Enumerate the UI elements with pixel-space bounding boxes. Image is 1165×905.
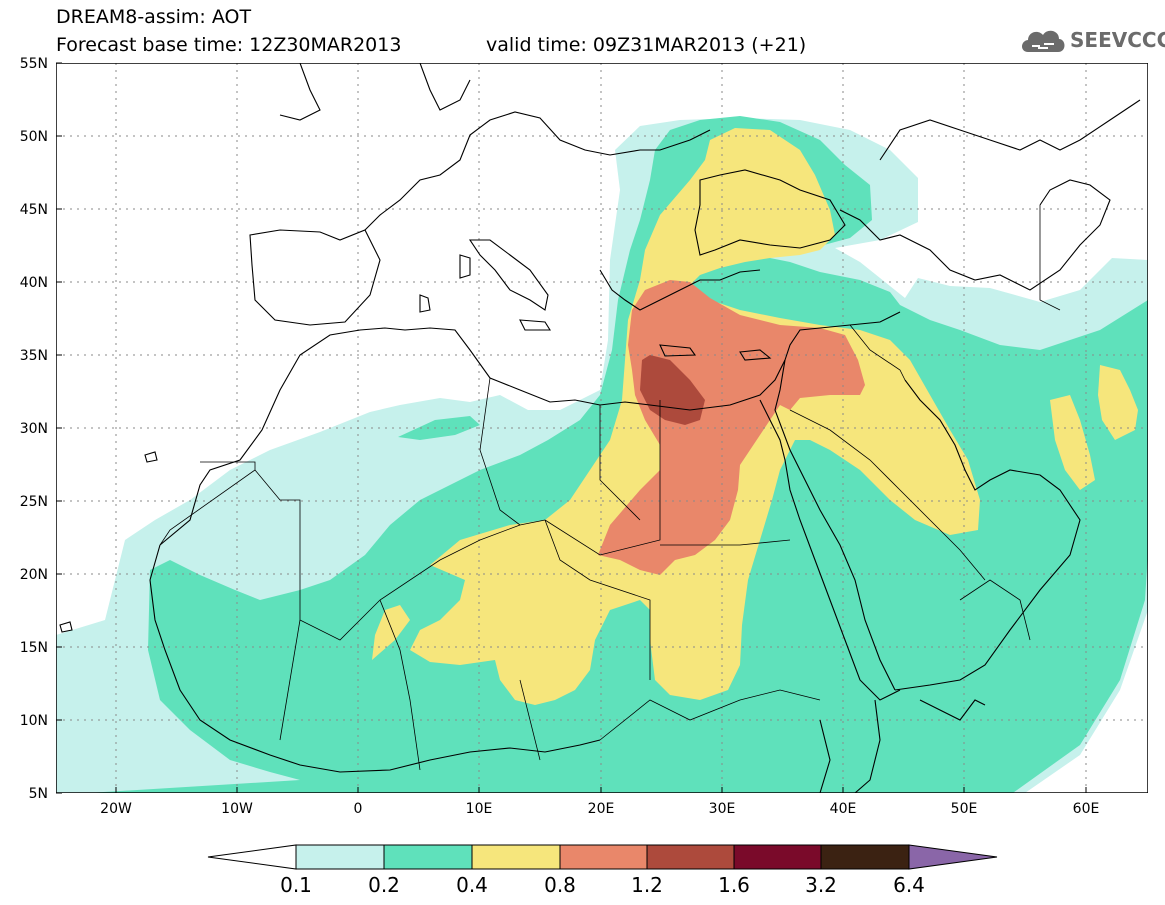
colorbar-label-0.1: 0.1 [280, 873, 312, 897]
borders [159, 205, 1061, 771]
logo-text: SEEVCCC [1070, 28, 1165, 52]
axis-ticks [56, 62, 1087, 794]
colorbar-bin [646, 844, 735, 870]
colorbar-bin [559, 844, 648, 870]
valid-time: valid time: 09Z31MAR2013 (+21) [486, 34, 807, 56]
colorbar-label-3.2: 3.2 [805, 873, 837, 897]
lat-label-55N: 55N [20, 56, 48, 72]
lat-label-50N: 50N [20, 129, 48, 145]
lat-label-40N: 40N [20, 275, 48, 291]
lat-label-25N: 25N [20, 494, 48, 510]
aot-band-0.8 [598, 280, 865, 575]
lat-label-20N: 20N [20, 567, 48, 583]
colorbar: 0.1 0.2 0.4 0.8 1.2 1.6 3.2 6.4 [207, 844, 998, 897]
colorbar-high-end [908, 844, 998, 870]
lat-label-15N: 15N [20, 640, 48, 656]
lon-label-10E: 10E [466, 801, 493, 817]
logo: SEEVCCC [1018, 24, 1165, 58]
lat-label-10N: 10N [20, 713, 48, 729]
lon-label-60E: 60E [1073, 801, 1100, 817]
colorbar-label-1.6: 1.6 [718, 873, 750, 897]
colorbar-bin [383, 844, 473, 870]
lon-label-10W: 10W [221, 801, 253, 817]
lon-label-0: 0 [354, 801, 363, 817]
longitude-labels: 20W 10W 0 10E 20E 30E 40E 50E 60E [100, 801, 1099, 817]
colorbar-bin [820, 844, 910, 870]
latitude-labels: 55N 50N 45N 40N 35N 30N 25N 20N 15N 10N … [20, 56, 48, 802]
lat-label-35N: 35N [20, 348, 48, 364]
lon-label-40E: 40E [830, 801, 857, 817]
colorbar-label-6.4: 6.4 [893, 873, 925, 897]
cloud-icon [1022, 30, 1065, 52]
lat-label-5N: 5N [29, 786, 48, 802]
lon-label-20E: 20E [588, 801, 615, 817]
colorbar-low-end [207, 844, 297, 870]
colorbar-bin [471, 844, 561, 870]
lon-label-30E: 30E [709, 801, 736, 817]
colorbar-label-0.8: 0.8 [544, 873, 576, 897]
graticule [56, 63, 1148, 793]
lon-label-50E: 50E [951, 801, 978, 817]
aot-band-1.2 [640, 355, 705, 425]
colorbar-label-0.4: 0.4 [456, 873, 488, 897]
colorbar-label-0.2: 0.2 [368, 873, 400, 897]
forecast-base-time: Forecast base time: 12Z30MAR2013 [56, 34, 402, 56]
colorbar-bin [295, 844, 385, 870]
colorbar-label-1.2: 1.2 [631, 873, 663, 897]
lat-label-30N: 30N [20, 421, 48, 437]
map-title: DREAM8-assim: AOT [56, 6, 252, 28]
colorbar-bin [733, 844, 822, 870]
lon-label-20W: 20W [100, 801, 132, 817]
coastlines [59, 63, 1141, 793]
lat-label-45N: 45N [20, 202, 48, 218]
